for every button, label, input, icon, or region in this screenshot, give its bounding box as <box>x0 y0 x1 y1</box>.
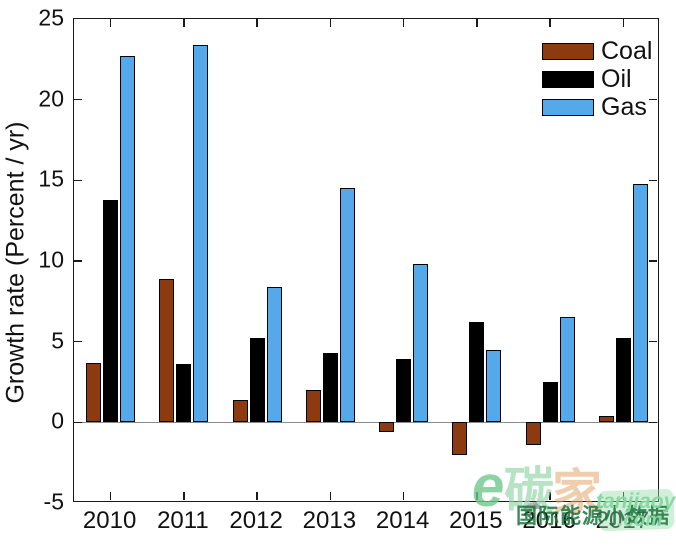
x-tick-label-2013: 2013 <box>302 507 357 534</box>
legend-label-gas: Gas <box>601 93 647 121</box>
gas-swatch <box>542 98 594 116</box>
y-tick-label: 20 <box>38 85 64 112</box>
x-tick-top <box>476 19 478 27</box>
bar-gas-2012 <box>266 286 282 423</box>
bar-coal-2016 <box>525 422 541 445</box>
bar-oil-2010 <box>103 199 119 423</box>
y-tick-label: 15 <box>38 165 64 192</box>
bar-coal-2013 <box>305 390 321 423</box>
bar-gas-2017 <box>632 183 648 423</box>
bar-gas-2016 <box>559 317 575 423</box>
bar-coal-2017 <box>598 415 614 423</box>
bar-gas-2014 <box>413 264 429 423</box>
bar-oil-2012 <box>249 338 265 423</box>
y-tick-left <box>74 98 82 101</box>
y-tick-label: 0 <box>51 407 64 434</box>
x-tick-label-2012: 2012 <box>229 507 283 534</box>
x-tick-top <box>622 19 625 27</box>
y-tick-left <box>74 340 82 343</box>
bar-coal-2010 <box>86 362 102 423</box>
x-tick-label-2016: 2016 <box>522 507 576 534</box>
legend-item-coal: Coal <box>542 37 653 65</box>
bar-coal-2011 <box>159 278 175 423</box>
x-tick-top <box>256 19 258 27</box>
x-tick-bottom <box>256 492 258 500</box>
bar-oil-2016 <box>542 382 558 423</box>
coal-swatch <box>542 42 594 60</box>
y-tick-label: 25 <box>38 4 64 31</box>
bar-gas-2011 <box>193 44 209 423</box>
bar-gas-2015 <box>486 349 502 423</box>
x-tick-label-2011: 2011 <box>157 507 209 534</box>
x-tick-top <box>109 19 112 27</box>
x-tick-label-2014: 2014 <box>375 507 430 534</box>
x-tick-bottom <box>109 492 112 500</box>
bar-coal-2014 <box>379 422 395 432</box>
x-tick-bottom <box>622 492 625 500</box>
y-tick-label: -5 <box>43 488 64 515</box>
x-tick-bottom <box>183 492 185 500</box>
x-tick-top <box>183 19 185 27</box>
bar-coal-2012 <box>232 399 248 423</box>
x-tick-top <box>402 19 405 27</box>
bar-gas-2013 <box>339 188 355 423</box>
bar-coal-2015 <box>452 422 468 455</box>
bar-oil-2017 <box>615 338 631 423</box>
y-tick-right <box>649 340 657 343</box>
bar-oil-2013 <box>322 352 338 423</box>
y-tick-right <box>649 421 657 424</box>
x-tick-bottom <box>549 492 551 500</box>
y-tick-right <box>649 260 657 262</box>
bar-oil-2015 <box>469 322 485 423</box>
legend-item-oil: Oil <box>542 65 652 93</box>
bar-oil-2014 <box>396 359 412 423</box>
y-tick-right <box>649 98 657 101</box>
x-tick-label-2017: 2017 <box>595 507 650 534</box>
y-tick-left <box>74 421 82 424</box>
x-tick-bottom <box>402 492 405 500</box>
y-tick-label: 5 <box>51 327 64 354</box>
zero-baseline <box>74 421 658 423</box>
x-tick-top <box>549 19 551 27</box>
bar-oil-2011 <box>176 364 192 423</box>
y-tick-label: 10 <box>38 246 64 273</box>
x-tick-label-2010: 2010 <box>82 507 137 534</box>
legend-label-oil: Oil <box>601 65 632 93</box>
bar-gas-2010 <box>120 56 136 423</box>
legend-item-gas: Gas <box>542 93 652 121</box>
y-tick-left <box>74 179 82 182</box>
x-tick-top <box>329 19 332 27</box>
oil-swatch <box>542 70 594 88</box>
y-tick-right <box>649 179 657 182</box>
y-tick-left <box>74 260 82 262</box>
legend-label-coal: Coal <box>601 37 653 65</box>
x-tick-bottom <box>329 492 332 500</box>
x-tick-label-2015: 2015 <box>449 507 503 534</box>
legend: Coal Oil Gas <box>542 37 653 126</box>
x-tick-bottom <box>476 492 478 500</box>
